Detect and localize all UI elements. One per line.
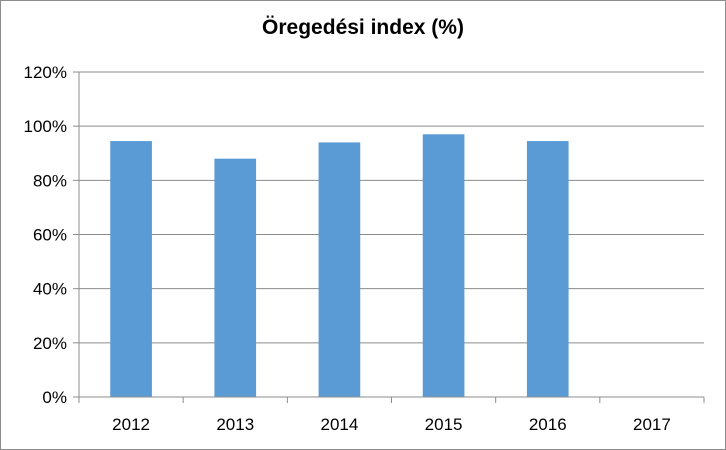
axes (73, 71, 705, 403)
bar (318, 142, 361, 397)
bar (526, 141, 569, 397)
x-tick-label: 2017 (633, 415, 671, 434)
y-tick-label: 80% (33, 171, 67, 190)
x-tick-label: 2013 (216, 415, 254, 434)
y-tick-label: 40% (33, 280, 67, 299)
chart-title: Öregedési index (%) (262, 16, 464, 39)
y-tick-label: 60% (33, 226, 67, 245)
bars (110, 134, 569, 397)
y-tick-label: 120% (24, 63, 67, 82)
x-tick-label: 2015 (425, 415, 463, 434)
x-tick-label: 2016 (529, 415, 567, 434)
bar (422, 134, 465, 397)
y-tick-label: 0% (42, 388, 67, 407)
x-tick-labels: 2012 2013 2014 2015 2016 2017 (112, 415, 671, 434)
y-tick-labels: 0% 20% 40% 60% 80% 100% 120% (24, 63, 67, 407)
gridlines (79, 71, 704, 344)
bar (110, 141, 152, 397)
y-tick-label: 20% (33, 334, 67, 353)
bar (214, 158, 257, 397)
y-tick-label: 100% (24, 117, 67, 136)
x-tick-label: 2012 (112, 415, 150, 434)
x-tick-label: 2014 (321, 415, 359, 434)
